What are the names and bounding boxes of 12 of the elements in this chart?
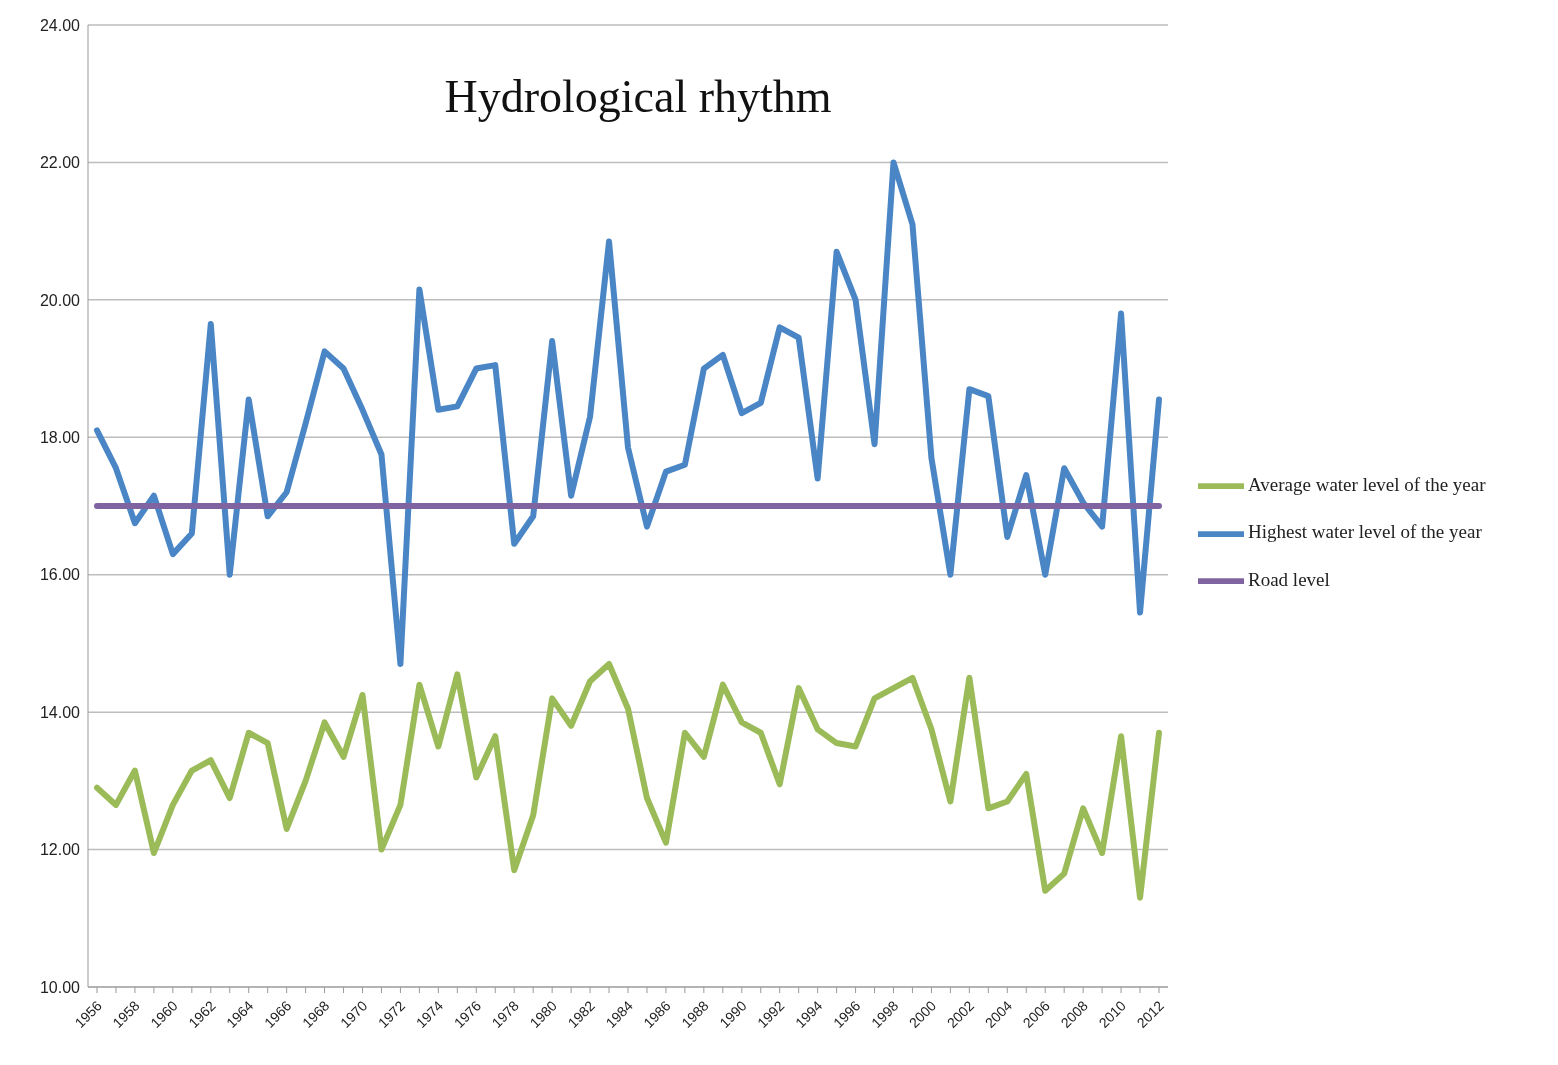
legend-label: Road level [1248, 568, 1330, 590]
y-tick-label: 22.00 [39, 154, 81, 172]
y-tick-label: 20.00 [39, 291, 81, 309]
legend-label: Average water level of the year [1248, 473, 1486, 495]
y-tick-label: 12.00 [39, 841, 81, 859]
text: Hydrological rhythm [443, 70, 833, 123]
y-tick-label: 14.00 [39, 703, 81, 721]
y-tick-label: 10.00 [39, 978, 81, 996]
legend-label: Highest water level of the year [1248, 521, 1482, 543]
y-tick-label: 18.00 [39, 428, 81, 446]
y-tick-label: 16.00 [39, 566, 81, 584]
y-tick-label: 24.00 [39, 16, 81, 34]
